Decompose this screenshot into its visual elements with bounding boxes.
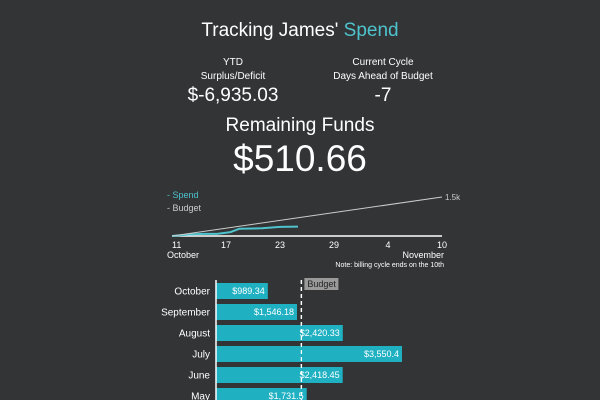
bar-category-label: June: [188, 371, 210, 382]
days-label-line2: Days Ahead of Budget: [333, 71, 433, 82]
bar-october: [216, 283, 268, 299]
spend-line-chart: - Spend - Budget 1.5k 11 17 23 29 4 10 October Nov…: [167, 190, 461, 269]
x-tick-label: 23: [275, 240, 285, 250]
bar-value-label: $989.34: [232, 286, 265, 296]
ytd-label-line2: Surplus/Deficit: [200, 71, 266, 82]
days-label-line1: Current Cycle: [352, 57, 414, 68]
legend-spend: - Spend: [167, 190, 199, 200]
remaining-funds-value: $510.66: [233, 138, 367, 179]
billing-note: Note: billing cycle ends on the 10th: [335, 262, 444, 269]
bar-august: [216, 325, 343, 341]
series-budget-line: [171, 196, 443, 237]
x-tick-label: 17: [221, 240, 231, 250]
budget-tag: [304, 278, 339, 290]
ytd-label-line1: YTD: [223, 57, 243, 68]
bar-category-label: October: [174, 287, 210, 298]
x-tick-label: 10: [437, 240, 447, 250]
y-tick-label: 1.5k: [445, 193, 461, 202]
monthly-spend-bar-chart: October $989.34 September $1,546.18 August $2…: [161, 278, 402, 400]
page-title: Tracking James' Spend: [0, 20, 600, 42]
days-value: -7: [374, 85, 392, 106]
title-prefix: Tracking James': [201, 20, 339, 41]
bar-june: [216, 367, 343, 383]
bar-value-label: $2,418.45: [300, 370, 340, 380]
bar-value-label: $2,420.33: [300, 328, 340, 338]
bar-category-label: July: [192, 350, 210, 361]
x-tick-label: 4: [385, 240, 390, 250]
series-spend-line: [171, 225, 299, 237]
bar-july: [216, 346, 402, 362]
x-tick-label: 29: [329, 240, 339, 250]
legend-budget: - Budget: [167, 203, 202, 213]
bar-value-label: $1,546.18: [254, 307, 294, 317]
bar-category-label: September: [161, 308, 211, 319]
budget-tag-label: Budget: [307, 279, 336, 289]
bar-category-label: August: [179, 329, 210, 340]
ytd-value: $-6,935.03: [187, 85, 279, 106]
bar-value-label: $1,731.5: [269, 391, 304, 400]
ytd-surplus-stat: YTD Surplus/Deficit $-6,935.03: [153, 56, 313, 107]
x-month-label-november: November: [402, 250, 444, 260]
title-accent: Spend: [343, 20, 399, 41]
x-month-label-october: October: [167, 250, 199, 260]
bar-may: [216, 388, 307, 400]
bar-category-label: May: [191, 392, 210, 400]
x-tick-label: 11: [172, 240, 181, 250]
bar-value-label: $3,550.4: [364, 349, 399, 359]
days-ahead-stat: Current Cycle Days Ahead of Budget -7: [303, 56, 463, 107]
remaining-funds-label: Remaining Funds: [225, 115, 375, 136]
bar-september: [216, 304, 298, 320]
